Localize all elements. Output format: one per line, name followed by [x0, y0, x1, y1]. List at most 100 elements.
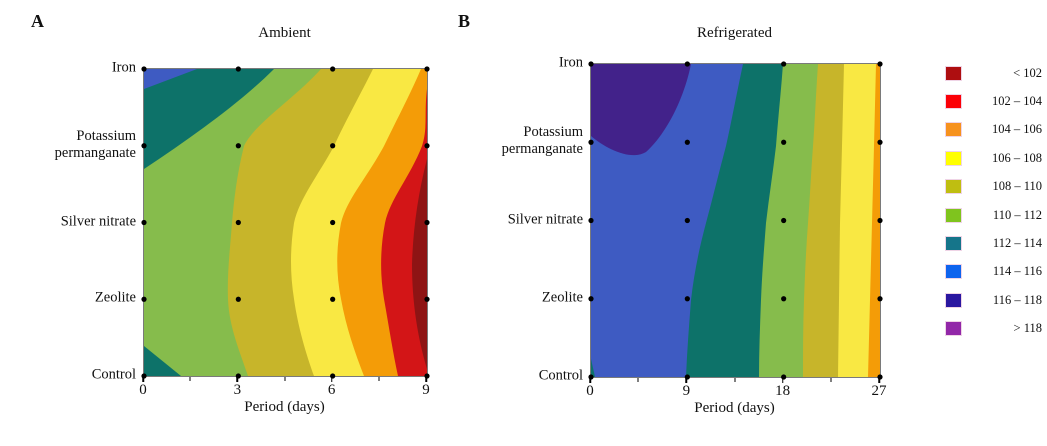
x-axis-major-tick: [236, 377, 239, 382]
x-axis-major-tick: [425, 377, 427, 382]
data-point-dot: [235, 219, 241, 226]
color-scale-legend: < 102 102 – 104 104 – 106 106 – 108 108 – 11…: [945, 59, 1042, 343]
x-axis-tick-label: 9: [422, 382, 430, 398]
data-point-dot: [684, 61, 690, 67]
data-point-dot: [141, 296, 147, 302]
x-axis-tick-label: 3: [233, 382, 242, 398]
data-point-dot: [684, 217, 690, 224]
x-axis-minor-tick: [378, 377, 380, 381]
x-axis-tick-label: 6: [327, 382, 336, 398]
legend-row: 106 – 108: [945, 144, 1042, 172]
x-axis-tick-label: 9: [682, 383, 691, 399]
data-point-dot: [330, 296, 336, 302]
legend-color-swatch: [945, 321, 962, 337]
data-point-dot: [424, 143, 430, 149]
legend-row: 104 – 106: [945, 116, 1042, 144]
legend-row: 116 – 118: [945, 286, 1042, 314]
panel-a-x-axis-title: Period (days): [244, 399, 325, 415]
legend-row: 108 – 110: [945, 173, 1042, 201]
data-point-dot: [684, 296, 690, 302]
x-axis-tick-label: 0: [586, 383, 594, 399]
legend-row: > 118: [945, 315, 1042, 343]
legend-bin-label: 102 – 104: [992, 94, 1042, 109]
data-point-dot: [588, 296, 594, 302]
data-point-dot: [141, 66, 147, 72]
x-axis-tick-label: 0: [139, 382, 147, 398]
data-point-dot: [424, 219, 430, 226]
x-axis-major-tick: [589, 378, 591, 383]
y-axis-label: Control: [538, 367, 583, 384]
panel-a-plot: [141, 66, 430, 379]
data-point-dot: [141, 219, 147, 226]
panel-a-title: Ambient: [258, 25, 311, 41]
data-point-dot: [781, 296, 787, 302]
legend-color-swatch: [945, 65, 962, 81]
legend-color-swatch: [945, 236, 962, 252]
data-point-dot: [424, 66, 430, 72]
legend-bin-label: > 118: [1013, 321, 1042, 336]
legend-bin-label: 110 – 112: [992, 207, 1042, 222]
y-axis-label: Silver nitrate: [507, 211, 583, 227]
panel-b-grid-dots: [588, 61, 883, 380]
legend-color-swatch: [945, 179, 962, 195]
x-axis-tick-label: 27: [871, 383, 887, 399]
panel-b-letter: B: [458, 11, 471, 31]
panel-a-letter: A: [31, 11, 45, 31]
y-axis-label: Silver nitrate: [60, 213, 136, 229]
data-point-dot: [330, 219, 336, 226]
data-point-dot: [141, 143, 147, 149]
legend-bin-label: 114 – 116: [992, 264, 1042, 279]
data-point-dot: [330, 143, 336, 149]
legend-row: < 102: [945, 59, 1042, 87]
data-point-dot: [235, 66, 241, 72]
x-axis-minor-tick: [189, 377, 191, 381]
data-point-dot: [781, 139, 787, 145]
x-axis-minor-tick: [637, 378, 639, 382]
legend-row: 114 – 116: [945, 258, 1042, 286]
legend-bin-label: 106 – 108: [992, 150, 1042, 165]
data-point-dot: [877, 61, 883, 67]
data-point-dot: [330, 66, 336, 72]
data-point-dot: [424, 296, 430, 302]
panel-b-title: Refrigerated: [697, 25, 772, 41]
legend-bin-label: < 102: [1013, 65, 1042, 80]
y-axis-label: Potassium permanganate: [54, 127, 136, 161]
legend-color-swatch: [945, 264, 962, 280]
panel-a-grid-dots: [141, 66, 430, 379]
legend-row: 102 – 104: [945, 87, 1042, 115]
x-axis-minor-tick: [830, 378, 832, 382]
data-point-dot: [781, 217, 787, 224]
y-axis-label: Zeolite: [94, 289, 136, 306]
data-point-dot: [235, 296, 241, 302]
y-axis-label: Iron: [111, 59, 136, 76]
legend-color-swatch: [945, 122, 962, 138]
y-axis-label: Control: [91, 366, 136, 383]
data-point-dot: [877, 139, 883, 145]
x-axis-major-tick: [685, 378, 688, 383]
x-axis-major-tick: [330, 377, 333, 382]
x-axis-major-tick: [878, 378, 880, 383]
legend-color-swatch: [945, 207, 962, 223]
panel-a-contour: [141, 66, 430, 379]
legend-color-swatch: [945, 150, 962, 166]
data-point-dot: [588, 61, 594, 67]
legend-row: 110 – 112: [945, 201, 1042, 229]
data-point-dot: [588, 139, 594, 145]
legend-bin-label: 108 – 110: [992, 179, 1042, 194]
legend-color-swatch: [945, 292, 962, 308]
x-axis-minor-tick: [284, 377, 285, 381]
data-point-dot: [877, 217, 883, 224]
x-axis-major-tick: [142, 377, 144, 382]
y-axis-label: Potassium permanganate: [501, 124, 583, 158]
x-axis-tick-label: 18: [775, 383, 791, 399]
panel-b-plot: [588, 61, 883, 380]
data-point-dot: [877, 296, 883, 302]
data-point-dot: [781, 61, 787, 67]
legend-bin-label: 104 – 106: [992, 122, 1042, 137]
x-axis-major-tick: [781, 378, 784, 383]
y-axis-label: Zeolite: [541, 289, 583, 306]
panel-b-contour: [588, 61, 883, 380]
panel-b-x-axis-title: Period (days): [694, 400, 775, 416]
legend-bin-label: 116 – 118: [992, 292, 1042, 307]
